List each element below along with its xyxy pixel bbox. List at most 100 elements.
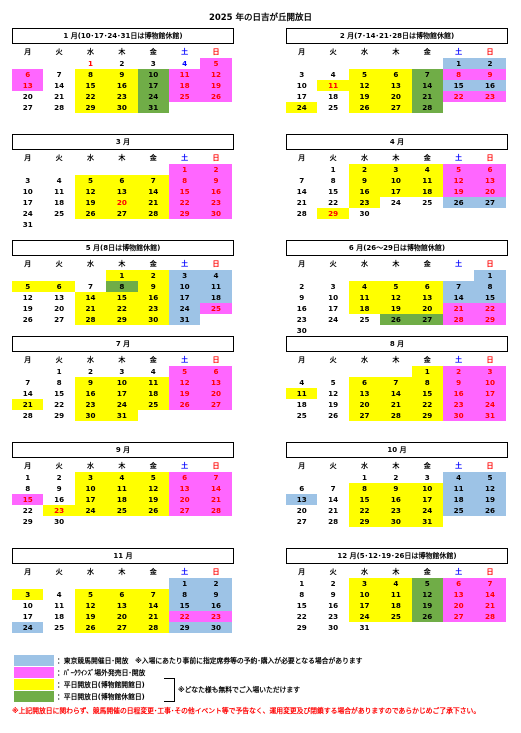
weekday-label: 金 [149,260,157,268]
legend-swatch-yellow [14,678,54,690]
weekday-label: 金 [423,154,431,162]
legend-bracket [164,678,175,702]
day-cell: 11 [348,292,381,303]
weekday-label: 土 [455,356,463,364]
weekday-label: 火 [55,462,63,470]
day-cell: 10 [22,187,33,196]
weekday-label: 日 [486,154,494,162]
day-cell: 29 [106,314,138,325]
day-cell [317,58,348,69]
weekday-label: 火 [329,154,337,162]
legend-item: ：平日開放日(博物館休館日) [14,690,362,702]
day-cell: 29 [411,410,443,421]
day-cell: 9 [474,69,506,80]
day-cell: 16 [106,80,138,91]
day-cell: 30 [442,410,475,421]
day-cell: 12 [74,186,107,197]
weekday-label: 水 [86,356,94,364]
day-cell: 29 [168,208,201,219]
day-cell: 23 [348,197,381,208]
day-cell: 9 [106,69,138,80]
weekday-label: 木 [118,48,126,56]
day-cell: 22 [54,400,65,409]
day-cell: 29 [296,623,307,632]
day-cell: 2 [200,578,232,589]
day-cell: 24 [328,315,339,324]
day-cell: 15 [474,292,506,303]
day-cell: 19 [474,494,506,505]
day-cell: 11 [317,80,349,91]
month-jul: 7 月月火水木金土日 1 2 3 4 5 6 7 8 9 10 11 12 13 14 15 16 17 18 19 2… [12,336,234,421]
day-cell: 25 [296,411,307,420]
day-cell: 18 [137,388,169,399]
day-cell: 12 [474,483,506,494]
day-cell: 27 [54,315,65,324]
day-cell: 18 [200,292,232,303]
day-cell: 2 [393,473,399,482]
day-cell: 16 [74,388,107,399]
weekday-label: 火 [329,568,337,576]
day-cell: 31 [359,623,370,632]
day-cell: 6 [168,472,201,483]
day-cell: 16 [137,292,169,303]
day-cell: 6 [474,164,506,175]
weekday-label: 月 [298,568,306,576]
day-cell: 10 [106,377,138,388]
day-cell: 2 [474,58,506,69]
day-cell: 30 [74,410,107,421]
calendar-grid: 月火水木金土日 1 2 3 4 5 6 7 8 9 10 11 12 13 14 15 16 17 18 19 20 21… [12,47,234,113]
month-aug: 8 月月火水木金土日 1 2 3 4 5 6 7 8 9 10 11 12 13 14 15 16 17 18 19 2… [286,336,508,421]
day-cell: 9 [442,377,475,388]
day-cell: 31 [106,410,138,421]
day-cell: 1 [411,366,443,377]
day-cell [317,270,348,281]
weekday-label: 金 [423,568,431,576]
month-header: 4 月 [286,134,508,150]
day-cell: 19 [380,303,412,314]
day-cell: 25 [106,505,138,516]
day-cell: 10 [296,81,307,90]
weekday-label: 日 [486,568,494,576]
day-cell: 23 [200,611,232,622]
day-cell: 7 [87,282,93,291]
day-cell: 19 [411,600,443,611]
day-cell: 27 [106,208,138,219]
weekday-label: 土 [181,48,189,56]
weekday-label: 日 [212,462,220,470]
day-cell: 31 [168,314,201,325]
day-cell: 12 [22,293,33,302]
day-cell: 3 [380,164,412,175]
day-cell: 23 [328,612,339,621]
weekday-label: 水 [360,48,368,56]
weekday-label: 月 [298,154,306,162]
month-header: 12 月(5･12･19･26日は博物館休館) [286,548,508,564]
day-cell: 1 [361,473,367,482]
day-cell: 30 [200,622,232,633]
day-cell: 8 [330,176,336,185]
day-cell: 8 [168,589,201,600]
day-cell: 7 [137,589,169,600]
day-cell: 9 [74,377,107,388]
day-cell: 12 [348,80,381,91]
day-cell: 11 [380,589,412,600]
month-dec: 12 月(5･12･19･26日は博物館休館) 月火水木金土日 1 2 3 4 5 6 7 8 9 1… [286,548,508,633]
day-cell: 15 [168,600,201,611]
weekday-label: 水 [86,462,94,470]
day-cell: 19 [328,400,339,409]
weekday-label: 火 [55,568,63,576]
day-cell: 12 [74,600,107,611]
day-cell: 8 [168,175,201,186]
day-cell: 7 [474,578,506,589]
day-cell: 10 [328,293,339,302]
day-cell [43,164,74,175]
day-cell: 14 [22,389,33,398]
day-cell: 3 [12,589,44,600]
day-cell: 2 [442,366,475,377]
day-cell [43,578,74,589]
month-header: 7 月 [12,336,234,352]
day-cell: 21 [380,399,412,410]
day-cell: 25 [137,399,169,410]
day-cell: 17 [411,494,443,505]
weekday-label: 金 [149,462,157,470]
day-cell: 11 [286,388,318,399]
